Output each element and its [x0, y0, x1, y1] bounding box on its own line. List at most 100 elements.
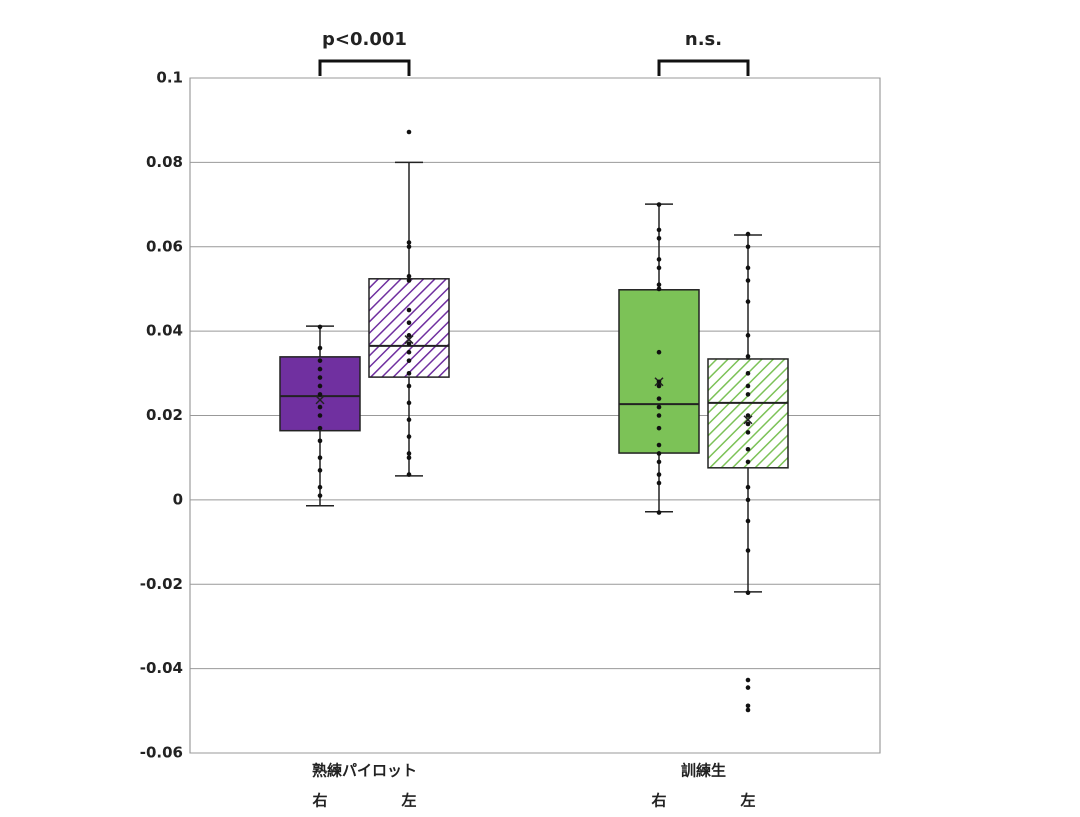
- mean-marker: [404, 335, 414, 345]
- outlier: [745, 685, 751, 690]
- data-point: [656, 227, 662, 233]
- mean-marker: [315, 395, 325, 405]
- data-point: [656, 349, 662, 355]
- data-point: [745, 459, 751, 465]
- data-point: [406, 358, 412, 363]
- data-point: [656, 282, 662, 288]
- y-tick-label: 0.04: [146, 322, 183, 340]
- data-point: [656, 404, 662, 410]
- data-point: [656, 425, 662, 431]
- data-point: [656, 286, 662, 292]
- data-point: [317, 345, 323, 351]
- data-point: [406, 349, 412, 355]
- data-point: [406, 341, 412, 347]
- outlier: [745, 707, 751, 713]
- y-tick-label: 0.08: [146, 153, 183, 171]
- data-point: [317, 493, 323, 498]
- data-point: [656, 236, 662, 241]
- data-point: [745, 497, 751, 503]
- data-point: [317, 404, 323, 410]
- data-point: [317, 324, 323, 330]
- data-point: [745, 413, 751, 418]
- y-tick-label: -0.06: [140, 744, 183, 762]
- data-point: [406, 434, 412, 439]
- data-point: [745, 333, 751, 338]
- data-point: [317, 392, 323, 397]
- outlier: [745, 677, 751, 683]
- data-point: [406, 244, 412, 250]
- group-label: 訓練生: [681, 762, 726, 780]
- group-label: 熟練パイロット: [312, 762, 417, 780]
- data-point: [317, 455, 323, 460]
- y-tick-label: 0.1: [156, 69, 183, 87]
- data-point: [656, 442, 662, 448]
- box-label: 左: [739, 792, 755, 810]
- data-point: [656, 379, 662, 385]
- data-point: [406, 371, 412, 376]
- data-point: [406, 451, 412, 456]
- box-label: 右: [312, 792, 327, 810]
- data-point: [317, 438, 323, 444]
- data-point: [406, 455, 412, 460]
- data-point: [656, 480, 662, 486]
- data-point: [745, 392, 751, 397]
- data-point: [406, 320, 412, 325]
- data-point: [317, 375, 323, 380]
- data-point: [317, 484, 323, 490]
- data-point: [317, 413, 323, 418]
- y-tick-label: 0.02: [146, 406, 183, 424]
- data-point: [656, 472, 662, 477]
- data-point: [317, 468, 323, 473]
- data-point: [745, 421, 751, 427]
- data-point: [656, 459, 662, 465]
- data-point: [406, 383, 412, 389]
- data-point: [745, 430, 751, 435]
- data-point: [406, 307, 412, 313]
- data-point: [745, 299, 751, 304]
- data-point: [406, 333, 412, 338]
- outlier: [406, 129, 412, 135]
- comparison-label: n.s.: [685, 29, 722, 50]
- data-point: [406, 400, 412, 406]
- data-point: [406, 273, 412, 279]
- comparison-bracket: [318, 59, 411, 76]
- data-point: [745, 518, 751, 524]
- mean-marker: [743, 415, 753, 425]
- data-point: [745, 446, 751, 452]
- data-point: [745, 244, 751, 250]
- data-point: [745, 278, 751, 283]
- comparison-label: p<0.001: [322, 29, 407, 50]
- data-point: [317, 425, 323, 431]
- data-point: [656, 510, 662, 515]
- data-point: [406, 240, 412, 245]
- data-point: [656, 265, 662, 271]
- data-point: [745, 383, 751, 389]
- data-point: [745, 371, 751, 376]
- data-point: [656, 383, 662, 389]
- data-point: [656, 202, 662, 207]
- data-point: [656, 413, 662, 418]
- y-tick-label: 0.06: [146, 237, 183, 255]
- data-point: [656, 396, 662, 401]
- data-point: [745, 590, 751, 595]
- data-point: [406, 417, 412, 423]
- data-point: [656, 257, 662, 262]
- data-point: [406, 472, 412, 477]
- comparison-bracket: [657, 59, 750, 76]
- y-tick-label: -0.02: [140, 575, 183, 593]
- data-point: [745, 265, 751, 271]
- data-point: [317, 383, 323, 389]
- data-point: [317, 358, 323, 363]
- outlier: [745, 703, 751, 709]
- data-point: [745, 548, 751, 553]
- box-label: 左: [400, 792, 416, 810]
- data-point: [317, 366, 323, 372]
- data-point: [745, 231, 751, 237]
- box-label: 右: [651, 792, 666, 810]
- data-point: [406, 278, 412, 283]
- data-point: [656, 451, 662, 456]
- y-tick-label: -0.04: [140, 659, 183, 677]
- data-point: [745, 484, 751, 490]
